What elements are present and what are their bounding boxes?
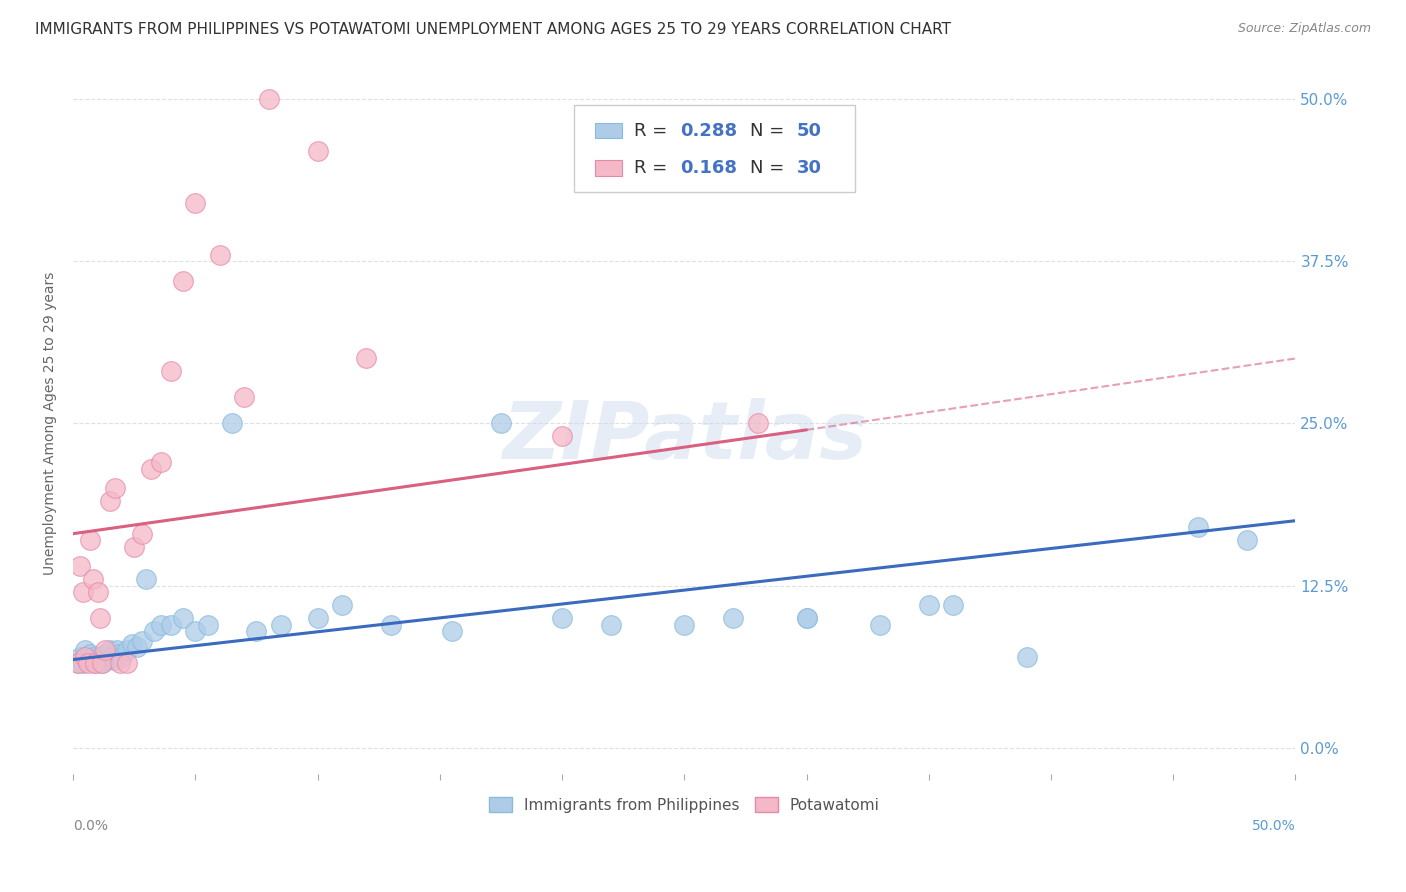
Point: [89, 611, 111, 625]
Text: IMMIGRANTS FROM PHILIPPINES VS POTAWATOMI UNEMPLOYMENT AMONG AGES 25 TO 29 YEARS: IMMIGRANTS FROM PHILIPPINES VS POTAWATOM…: [35, 22, 950, 37]
Point: [66, 657, 89, 671]
Point: [172, 274, 194, 288]
Point: [184, 195, 207, 210]
Point: [108, 657, 131, 671]
Point: [75, 643, 97, 657]
Point: [79, 648, 101, 662]
Point: [131, 526, 153, 541]
Point: [89, 650, 111, 665]
Point: [86, 652, 108, 666]
Point: [270, 617, 292, 632]
Point: [197, 617, 219, 632]
Point: [869, 617, 891, 632]
Point: [104, 481, 127, 495]
Point: [98, 494, 121, 508]
Text: 0.288: 0.288: [681, 122, 738, 140]
Point: [91, 657, 114, 671]
Text: 50.0%: 50.0%: [1251, 820, 1295, 833]
Point: [551, 429, 574, 443]
Point: [125, 640, 148, 654]
Point: [942, 598, 965, 612]
Text: 0.168: 0.168: [681, 159, 738, 178]
Point: [150, 617, 173, 632]
Text: R =: R =: [634, 159, 673, 178]
Point: [150, 455, 173, 469]
Point: [131, 634, 153, 648]
Text: N =: N =: [751, 122, 790, 140]
Point: [307, 611, 329, 625]
Point: [86, 585, 108, 599]
Point: [208, 247, 231, 261]
Text: Source: ZipAtlas.com: Source: ZipAtlas.com: [1237, 22, 1371, 36]
Point: [918, 598, 941, 612]
Point: [356, 351, 378, 366]
Point: [69, 559, 91, 574]
Point: [82, 572, 104, 586]
Point: [160, 617, 183, 632]
Text: 0.0%: 0.0%: [73, 820, 108, 833]
Point: [96, 652, 118, 666]
Point: [673, 617, 696, 632]
Point: [84, 657, 107, 671]
Point: [82, 650, 104, 665]
Point: [330, 598, 353, 612]
Point: [184, 624, 207, 638]
Point: [307, 144, 329, 158]
Point: [257, 92, 280, 106]
Point: [76, 657, 98, 671]
Point: [79, 533, 101, 548]
Point: [69, 650, 91, 665]
Point: [160, 364, 183, 378]
Point: [121, 637, 143, 651]
Text: ZIPatlas: ZIPatlas: [502, 399, 866, 476]
Point: [1236, 533, 1258, 548]
Point: [108, 648, 131, 662]
Point: [66, 657, 89, 671]
Point: [76, 652, 98, 666]
Point: [94, 643, 117, 657]
Point: [380, 617, 402, 632]
Point: [600, 617, 623, 632]
Point: [221, 417, 243, 431]
Point: [111, 650, 134, 665]
Legend: Immigrants from Philippines, Potawatomi: Immigrants from Philippines, Potawatomi: [482, 790, 886, 819]
Point: [796, 611, 818, 625]
Point: [141, 462, 163, 476]
Point: [172, 611, 194, 625]
Point: [135, 572, 157, 586]
Point: [245, 624, 267, 638]
Text: R =: R =: [634, 122, 673, 140]
Point: [489, 417, 512, 431]
Point: [142, 624, 165, 638]
Point: [98, 643, 121, 657]
Point: [75, 650, 97, 665]
Point: [101, 650, 124, 665]
Point: [796, 611, 818, 625]
Point: [84, 657, 107, 671]
Text: N =: N =: [751, 159, 790, 178]
Point: [104, 652, 127, 666]
Point: [115, 643, 138, 657]
Point: [551, 611, 574, 625]
Text: 50: 50: [797, 122, 821, 140]
Point: [72, 585, 94, 599]
Point: [115, 657, 138, 671]
Point: [105, 643, 128, 657]
FancyBboxPatch shape: [595, 160, 621, 176]
Point: [233, 391, 256, 405]
Point: [72, 657, 94, 671]
Point: [94, 648, 117, 662]
FancyBboxPatch shape: [574, 104, 855, 192]
Point: [1015, 650, 1038, 665]
Point: [721, 611, 744, 625]
FancyBboxPatch shape: [595, 123, 621, 138]
Y-axis label: Unemployment Among Ages 25 to 29 years: Unemployment Among Ages 25 to 29 years: [44, 272, 58, 575]
Point: [91, 657, 114, 671]
Point: [440, 624, 463, 638]
Text: 30: 30: [797, 159, 821, 178]
Point: [747, 417, 769, 431]
Point: [122, 540, 145, 554]
Point: [1187, 520, 1209, 534]
